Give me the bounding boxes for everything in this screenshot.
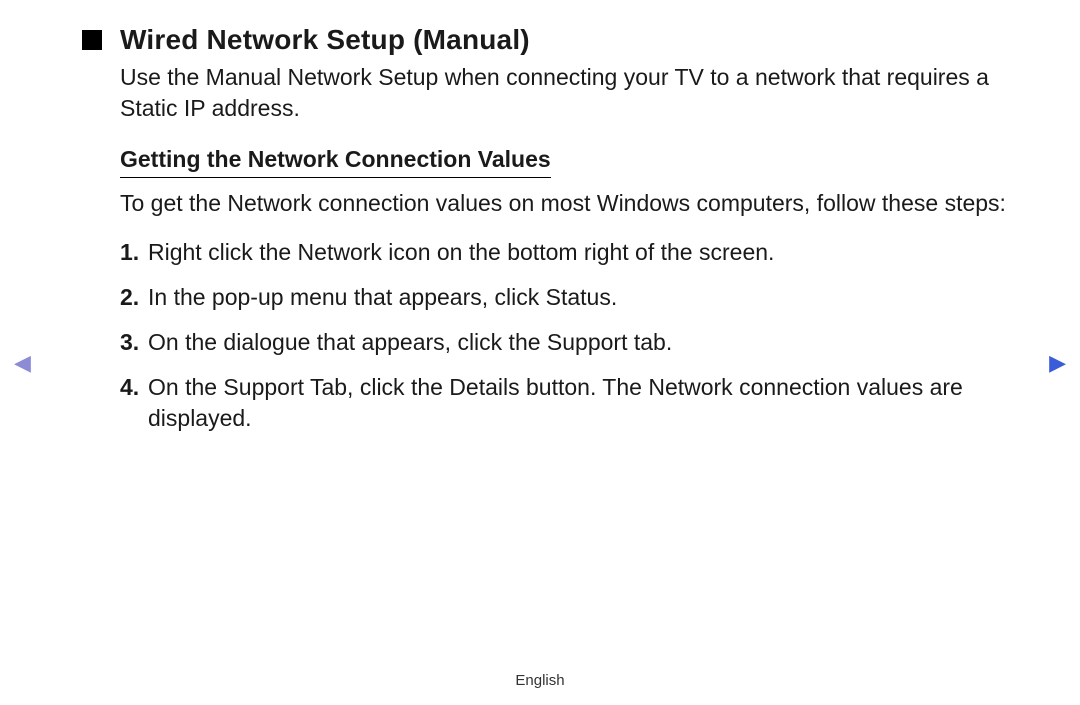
step-text: Right click the Network icon on the bott… <box>148 237 1022 268</box>
step-number: 2. <box>120 282 148 313</box>
manual-page: ◀ ▶ Wired Network Setup (Manual) Use the… <box>0 0 1080 705</box>
nav-prev-icon[interactable]: ◀ <box>14 350 31 376</box>
section-subhead: Getting the Network Connection Values <box>120 146 551 178</box>
intro-text: Use the Manual Network Setup when connec… <box>120 62 1022 124</box>
step-number: 1. <box>120 237 148 268</box>
content-area: Wired Network Setup (Manual) Use the Man… <box>82 24 1022 448</box>
page-title: Wired Network Setup (Manual) <box>120 24 530 56</box>
step-number: 4. <box>120 372 148 434</box>
nav-next-icon[interactable]: ▶ <box>1049 350 1066 376</box>
list-item: 2. In the pop-up menu that appears, clic… <box>120 282 1022 313</box>
square-bullet-icon <box>82 30 102 50</box>
footer-language: English <box>0 672 1080 689</box>
title-row: Wired Network Setup (Manual) <box>82 24 1022 56</box>
step-text: On the dialogue that appears, click the … <box>148 327 1022 358</box>
lead-text: To get the Network connection values on … <box>120 188 1022 219</box>
step-number: 3. <box>120 327 148 358</box>
step-text: On the Support Tab, click the Details bu… <box>148 372 1022 434</box>
list-item: 1. Right click the Network icon on the b… <box>120 237 1022 268</box>
subhead-wrap: Getting the Network Connection Values <box>120 146 1022 178</box>
step-text: In the pop-up menu that appears, click S… <box>148 282 1022 313</box>
steps-list: 1. Right click the Network icon on the b… <box>120 237 1022 434</box>
list-item: 3. On the dialogue that appears, click t… <box>120 327 1022 358</box>
list-item: 4. On the Support Tab, click the Details… <box>120 372 1022 434</box>
